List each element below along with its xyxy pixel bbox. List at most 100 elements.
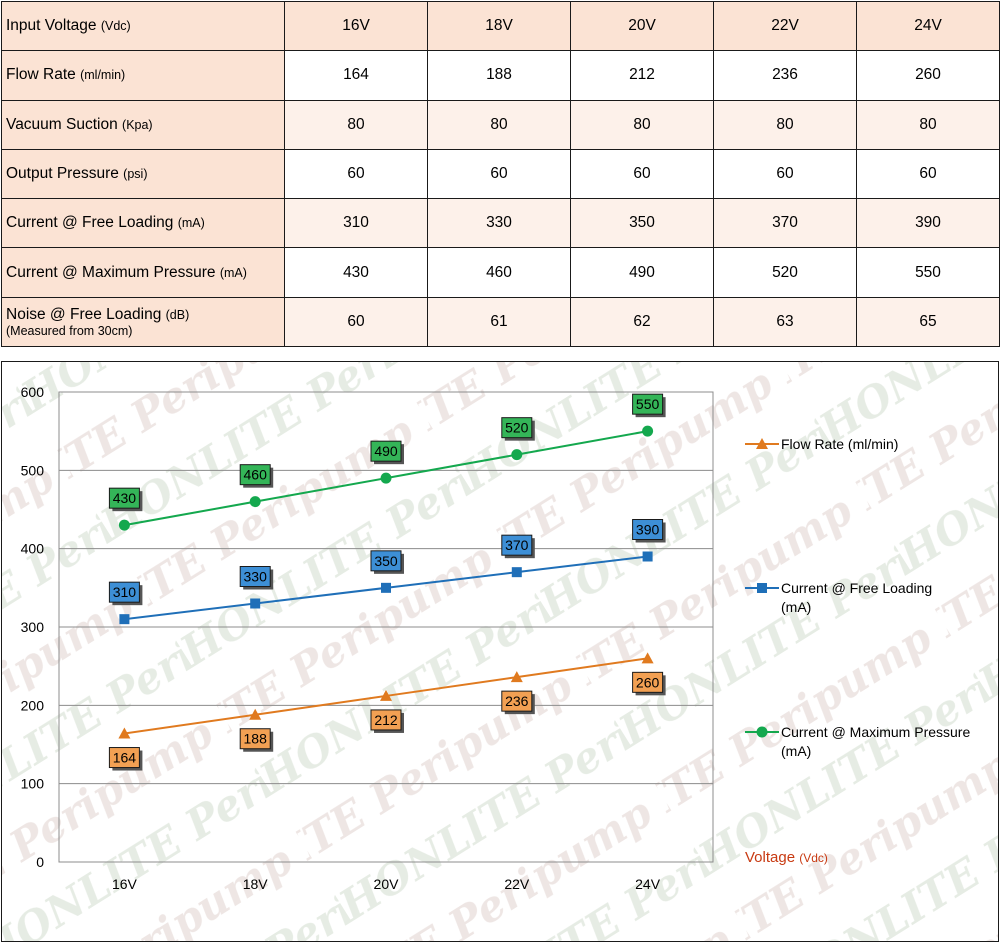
row-label-text: Vacuum Suction xyxy=(6,115,123,133)
y-tick-label: 100 xyxy=(21,776,45,792)
row-label-unit: (psi) xyxy=(123,166,148,181)
legend-label-line: Current @ Free Loading xyxy=(781,580,932,596)
data-point xyxy=(511,567,522,578)
legend-label-line: (mA) xyxy=(781,743,811,759)
data-point xyxy=(642,551,653,562)
x-axis-label: Voltage (Vdc) xyxy=(745,849,828,866)
spec-table-body: Input Voltage (Vdc) 16V 18V 20V 22V 24V Flow R… xyxy=(1,0,1000,348)
data-label: 490 xyxy=(374,443,398,459)
chart-frame: HONLITE Peripump LLCHONLITE Peripump LLC… xyxy=(1,361,999,942)
y-tick-label: 500 xyxy=(21,462,45,478)
y-tick-label: 0 xyxy=(36,854,44,870)
y-tick-label: 200 xyxy=(21,697,45,713)
table-cell: 63 xyxy=(713,296,857,348)
row-label-unit: (Kpa) xyxy=(122,117,153,132)
table-cell: 260 xyxy=(856,50,1000,101)
data-label: 350 xyxy=(374,553,398,569)
row-label-text: Output Pressure xyxy=(6,164,124,182)
table-cell: 212 xyxy=(570,50,714,101)
data-point xyxy=(249,496,261,508)
data-label-box xyxy=(370,550,402,572)
data-point xyxy=(510,671,523,683)
legend-entry: Current @ Free Loading (mA) xyxy=(745,580,932,615)
table-cell: 164 xyxy=(284,50,428,101)
row-label-text: Current @ Maximum Pressure xyxy=(6,263,220,281)
legend-label-line: (mA) xyxy=(781,599,811,615)
table-cell: 236 xyxy=(713,50,857,101)
data-label-box xyxy=(239,464,271,486)
data-label: 330 xyxy=(244,569,268,585)
table-cell: 460 xyxy=(427,247,571,298)
table-cell: 60 xyxy=(284,148,428,200)
data-label: 430 xyxy=(113,490,137,506)
row-label: Output Pressure (psi) xyxy=(1,148,285,200)
x-tick-label: 22V xyxy=(504,876,530,892)
legend-marker xyxy=(756,438,768,449)
table-cell: 370 xyxy=(713,198,857,249)
row-label: Vacuum Suction (Kpa) xyxy=(1,99,285,150)
data-label: 520 xyxy=(505,420,529,436)
series: 310 330 350 370 390 xyxy=(108,519,666,625)
data-label: 390 xyxy=(636,522,660,538)
table-cell: 350 xyxy=(570,198,714,249)
data-point xyxy=(511,449,523,461)
y-tick-label: 300 xyxy=(21,619,45,635)
y-tick-label: 400 xyxy=(21,541,45,557)
table-cell: 62 xyxy=(570,296,714,348)
data-label-box xyxy=(632,393,664,415)
data-label-box xyxy=(632,671,664,693)
table-cell: 310 xyxy=(284,198,428,249)
table-cell: 60 xyxy=(427,148,571,200)
x-axis-label-text: Voltage xyxy=(745,849,799,866)
data-label-box xyxy=(239,566,271,587)
table-cell: 60 xyxy=(570,148,714,200)
table-cell: 80 xyxy=(427,99,571,150)
table-row: Input Voltage (Vdc) 16V 18V 20V 22V 24V xyxy=(1,0,1000,52)
data-point xyxy=(118,519,130,531)
table-row: Flow Rate (ml/min) 164 188 212 236 260 xyxy=(1,50,1000,101)
row-label: Flow Rate (ml/min) xyxy=(1,50,285,101)
table-cell: 61 xyxy=(427,296,571,348)
table-cell: 80 xyxy=(856,99,1000,150)
data-label: 460 xyxy=(244,467,268,483)
table-cell: 330 xyxy=(427,198,571,249)
series: 430 460 490 520 550 xyxy=(108,393,666,531)
row-label: Current @ Free Loading (mA) xyxy=(1,198,285,249)
data-point xyxy=(642,425,654,437)
row-label-text: Current @ Free Loading xyxy=(6,214,178,232)
table-row: Noise @ Free Loading (dB) (Measured from … xyxy=(1,296,1000,348)
table-cell: 80 xyxy=(713,99,857,150)
data-label-box xyxy=(108,747,140,769)
performance-chart: HONLITE Peripump LLCHONLITE Peripump LLC… xyxy=(2,362,998,941)
row-label-unit: (dB) xyxy=(165,307,190,322)
x-axis-label-unit: (Vdc) xyxy=(799,851,828,865)
column-header: 20V xyxy=(570,0,714,52)
data-point xyxy=(381,582,391,593)
plot-area xyxy=(58,391,714,863)
data-label-box xyxy=(370,709,402,731)
row-label-text: Input Voltage xyxy=(6,17,101,35)
legend-marker xyxy=(757,583,767,593)
data-label: 550 xyxy=(636,396,660,412)
series: 164 188 212 236 260 xyxy=(108,652,666,771)
x-tick-label: 18V xyxy=(243,876,269,892)
data-label: 164 xyxy=(113,750,137,766)
table-cell: 60 xyxy=(856,148,1000,200)
legend-marker xyxy=(756,726,768,738)
column-header: 22V xyxy=(713,0,857,52)
data-label-box xyxy=(501,690,533,712)
table-cell: 60 xyxy=(284,296,428,348)
data-label-box xyxy=(239,728,271,750)
data-point xyxy=(380,689,392,701)
data-label: 236 xyxy=(505,693,529,709)
data-label-box xyxy=(632,519,664,540)
x-tick-label: 20V xyxy=(374,876,400,892)
y-tick-label: 600 xyxy=(21,384,45,400)
data-point xyxy=(641,652,654,664)
legend-label: Current @ Free Loading (mA) xyxy=(781,580,932,615)
column-header: 18V xyxy=(427,0,571,52)
row-label: Input Voltage (Vdc) xyxy=(1,0,285,52)
data-label: 370 xyxy=(505,537,529,553)
column-header: 16V xyxy=(284,0,428,52)
table-cell: 520 xyxy=(713,247,857,298)
